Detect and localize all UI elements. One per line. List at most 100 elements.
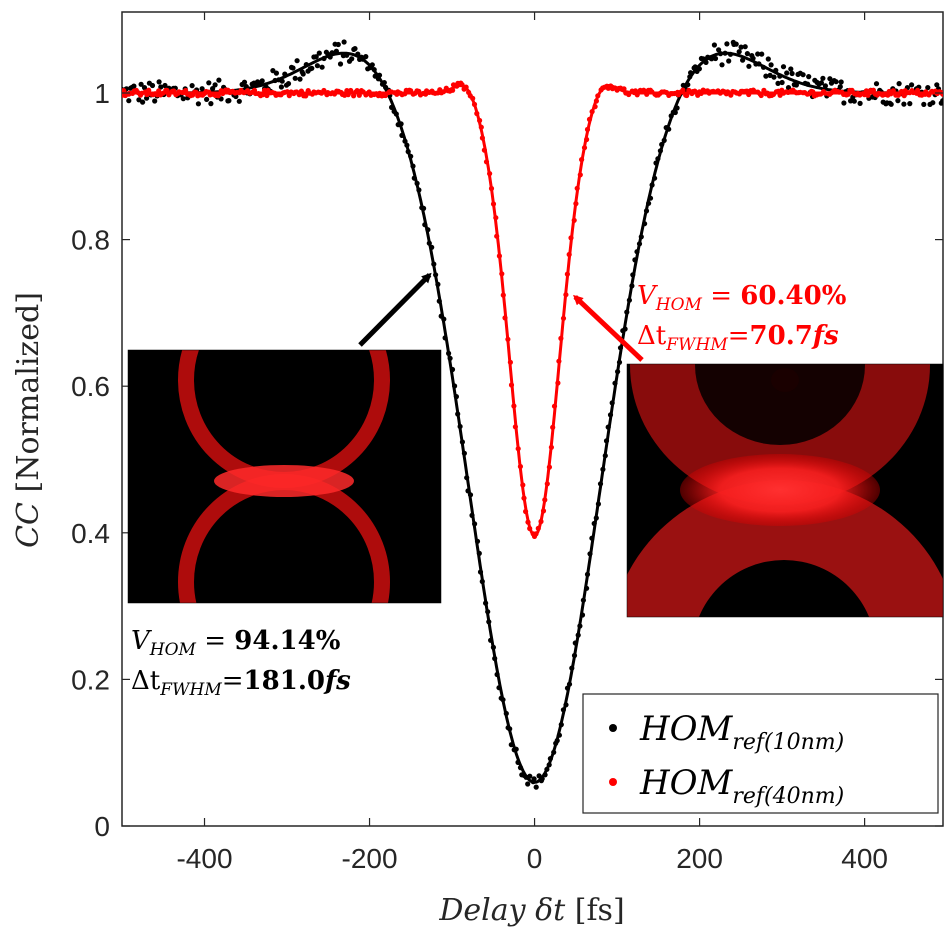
data-point (344, 88, 350, 94)
data-point (540, 508, 547, 514)
data-point (463, 84, 469, 90)
y-tick-label: 0.2 (71, 664, 110, 695)
data-point (564, 271, 571, 277)
data-point (581, 145, 588, 151)
data-point (607, 412, 614, 418)
data-point (523, 508, 529, 515)
data-point (303, 62, 309, 68)
data-point (696, 66, 703, 72)
data-point (655, 156, 661, 162)
y-axis-ticks: 0 0.2 0.4 0.6 0.8 1 (71, 78, 943, 842)
data-point (634, 92, 640, 98)
data-point (292, 75, 298, 81)
data-point (452, 383, 458, 389)
data-point (857, 100, 863, 106)
data-point (822, 83, 829, 89)
data-point (767, 72, 773, 78)
data-point (471, 101, 478, 107)
data-point (408, 153, 414, 159)
data-point (890, 88, 896, 94)
data-point (551, 749, 557, 755)
data-point (515, 446, 521, 452)
data-point (226, 98, 232, 104)
inset-image-interference-40nm (627, 364, 943, 617)
data-point (555, 380, 561, 386)
data-point (512, 424, 519, 430)
data-point (314, 63, 320, 69)
data-point (426, 240, 432, 246)
data-point (206, 80, 212, 86)
data-point (144, 91, 150, 98)
data-point (556, 358, 562, 364)
data-point (573, 201, 579, 207)
data-point (644, 91, 650, 97)
data-point (595, 93, 601, 99)
data-point (447, 355, 453, 361)
data-point (517, 463, 524, 470)
data-point (450, 87, 456, 93)
data-point (636, 241, 643, 247)
x-axis-ticks: -400 -200 0 200 400 (176, 12, 888, 874)
data-point (692, 88, 698, 94)
data-point (940, 98, 943, 104)
data-point (771, 74, 777, 80)
x-tick-label: 0 (527, 843, 543, 874)
data-point (472, 521, 478, 527)
x-tick-label: -400 (176, 843, 232, 874)
data-point (515, 759, 521, 766)
data-point (544, 766, 550, 772)
data-point (873, 81, 880, 87)
data-point (273, 70, 279, 76)
data-point (533, 784, 539, 790)
data-point (646, 200, 652, 206)
data-point (352, 46, 358, 52)
data-point (166, 92, 172, 98)
data-point (617, 345, 624, 351)
legend-entry-10nm: HOMref(10nm) (609, 709, 844, 755)
arrow-to-black-curve (358, 272, 432, 347)
data-point (345, 92, 351, 98)
y-tick-label: 1 (94, 78, 110, 109)
annotation-black: VHOM = 94.14% ΔtFWHM=181.0fs (131, 626, 351, 700)
data-point (517, 765, 524, 771)
legend-entry-40nm: HOMref(40nm) (609, 763, 844, 809)
data-point (243, 84, 249, 90)
data-point (485, 609, 491, 615)
data-point (589, 535, 595, 541)
data-point (586, 116, 593, 122)
x-axis-label: Delay δt [fs] (438, 893, 624, 928)
data-point (467, 492, 474, 498)
data-point (542, 772, 548, 778)
data-point (285, 81, 292, 87)
legend-marker-10nm (609, 724, 617, 732)
data-point (934, 82, 940, 88)
data-point (502, 315, 508, 321)
data-point (784, 70, 790, 76)
data-point (382, 92, 389, 99)
data-point (744, 51, 751, 57)
data-point (827, 76, 833, 82)
data-point (474, 538, 481, 544)
data-point (773, 67, 779, 73)
data-point (736, 49, 742, 55)
data-point (895, 98, 901, 104)
data-point (777, 73, 783, 79)
data-point (930, 100, 936, 106)
data-point (525, 781, 531, 787)
data-point (647, 195, 654, 201)
data-point (457, 423, 463, 430)
data-point (478, 124, 484, 130)
data-point (896, 81, 902, 87)
data-point (547, 756, 554, 762)
data-point (738, 44, 744, 50)
data-point (544, 481, 550, 487)
data-point (486, 619, 492, 625)
annotation-red: VHOM = 60.40% ΔtFWHM=70.7fs (637, 281, 847, 355)
data-point (494, 671, 500, 678)
data-point (746, 63, 752, 69)
data-point (511, 403, 517, 409)
data-point (674, 105, 680, 111)
data-point (376, 72, 383, 78)
data-point (863, 88, 870, 94)
